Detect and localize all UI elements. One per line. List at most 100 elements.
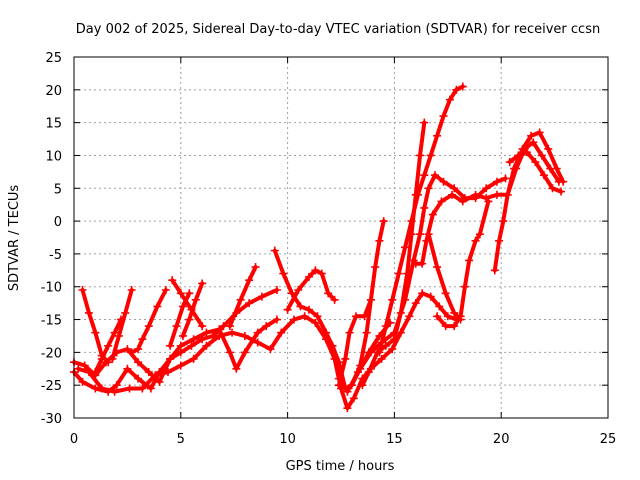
data-point: [125, 384, 134, 393]
data-point: [189, 354, 198, 363]
data-point: [390, 335, 399, 344]
data-point: [176, 289, 185, 298]
data-point: [514, 151, 523, 160]
series-track-11: [225, 263, 260, 331]
data-point: [253, 328, 262, 337]
data-point: [215, 331, 224, 340]
series-trace: [336, 297, 373, 388]
data-point: [503, 190, 512, 199]
data-point: [433, 131, 442, 140]
plot-frame: [73, 56, 609, 419]
data-point: [311, 266, 320, 275]
data-point: [535, 128, 544, 137]
data-point: [198, 279, 207, 288]
data-point: [97, 384, 106, 393]
y-tick-label: -10: [41, 281, 62, 296]
data-point: [552, 164, 561, 173]
data-point: [482, 184, 491, 193]
data-point: [283, 305, 292, 314]
y-tick-label: 20: [45, 84, 62, 99]
data-point: [349, 394, 358, 403]
data-point: [379, 217, 388, 226]
data-point: [492, 190, 501, 199]
data-point: [539, 171, 548, 180]
series-track-17: [358, 118, 429, 390]
series-trace: [377, 84, 465, 355]
data-point: [202, 341, 211, 350]
data-point: [304, 272, 313, 281]
data-point: [492, 177, 501, 186]
data-point: [510, 164, 519, 173]
data-point: [144, 322, 153, 331]
data-point: [377, 354, 386, 363]
y-tick-label: -25: [41, 379, 62, 394]
data-point: [185, 315, 194, 324]
data-point: [134, 358, 143, 367]
data-point: [78, 286, 87, 295]
data-point: [403, 269, 412, 278]
data-point: [441, 289, 450, 298]
data-point: [439, 177, 448, 186]
data-point: [202, 328, 211, 337]
data-point: [439, 112, 448, 121]
data-point: [144, 368, 153, 377]
data-point: [168, 276, 177, 285]
data-point: [262, 322, 271, 331]
data-point: [465, 256, 474, 265]
data-point: [388, 295, 397, 304]
data-point: [277, 328, 286, 337]
data-point: [123, 364, 132, 373]
y-tick-label: -15: [41, 314, 62, 329]
data-point: [351, 312, 360, 321]
data-point: [114, 331, 123, 340]
data-series: [70, 82, 568, 413]
data-point: [328, 341, 337, 350]
data-point: [324, 289, 333, 298]
data-point: [450, 184, 459, 193]
data-point: [161, 286, 170, 295]
y-tick-label: 10: [45, 149, 62, 164]
data-point: [433, 312, 442, 321]
data-point: [134, 345, 143, 354]
data-point: [471, 236, 480, 245]
data-point: [529, 138, 538, 147]
data-point: [104, 358, 113, 367]
data-point: [178, 331, 187, 340]
data-point: [364, 368, 373, 377]
data-point: [471, 190, 480, 199]
data-point: [420, 171, 429, 180]
data-point: [413, 190, 422, 199]
data-point: [495, 236, 504, 245]
series-track-10: [178, 279, 207, 340]
data-point: [151, 371, 160, 380]
data-point: [240, 348, 249, 357]
data-point: [460, 282, 469, 291]
data-point: [448, 190, 457, 199]
data-point: [452, 85, 461, 94]
series-track-6: [108, 286, 136, 363]
x-axis-ticks: 0 5 10 15 20 25: [70, 57, 616, 447]
data-point: [317, 269, 326, 278]
data-point: [155, 377, 164, 386]
y-axis-label: SDTVAR / TECUs: [7, 185, 22, 292]
x-tick-label: 5: [177, 432, 185, 447]
data-point: [358, 381, 367, 390]
data-point: [112, 381, 121, 390]
data-point: [433, 263, 442, 272]
data-point: [456, 315, 465, 324]
y-tick-label: -5: [49, 248, 62, 263]
data-point: [198, 335, 207, 344]
data-point: [78, 377, 87, 386]
data-point: [91, 328, 100, 337]
data-point: [185, 289, 194, 298]
x-axis-label: GPS time / hours: [286, 459, 395, 474]
data-point: [294, 286, 303, 295]
y-axis-ticks: -30 -25 -20 -15 -10 -5 0 5 10 15 20 25: [41, 51, 608, 427]
data-point: [311, 318, 320, 327]
data-point: [522, 148, 531, 157]
data-point: [176, 348, 185, 357]
data-point: [527, 131, 536, 140]
data-point: [313, 312, 322, 321]
chart-title: Day 002 of 2025, Sidereal Day-to-day VTE…: [76, 22, 600, 37]
